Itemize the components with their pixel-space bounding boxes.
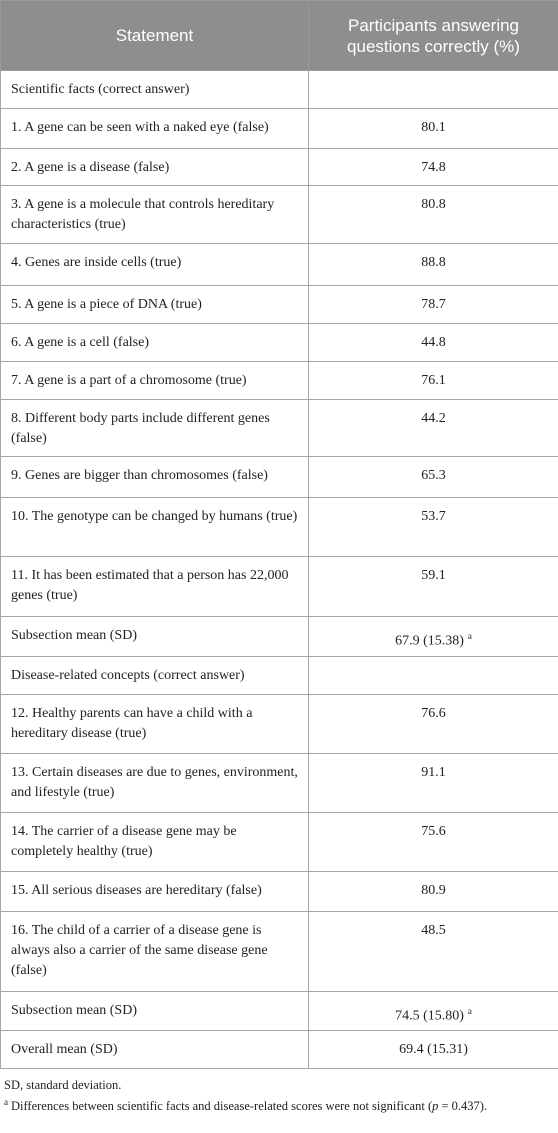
table-row: 16. The child of a carrier of a disease … <box>0 911 558 992</box>
table-row: Disease-related concepts (correct answer… <box>0 656 558 695</box>
statement-cell: 11. It has been estimated that a person … <box>0 556 309 617</box>
value-text: 78.7 <box>421 297 446 312</box>
value-text: 75.6 <box>421 824 446 839</box>
value-text: 76.1 <box>421 373 446 388</box>
table-row: 13. Certain diseases are due to genes, e… <box>0 753 558 813</box>
data-table: Statement Participants answering questio… <box>0 0 558 1069</box>
value-cell: 80.1 <box>308 108 558 149</box>
header-row: Statement Participants answering questio… <box>0 0 558 71</box>
value-text: 69.4 (15.31) <box>399 1042 468 1057</box>
statement-cell: 4. Genes are inside cells (true) <box>0 243 309 286</box>
statement-cell: Scientific facts (correct answer) <box>0 70 309 109</box>
statement-cell: Overall mean (SD) <box>0 1030 309 1069</box>
table-row: Scientific facts (correct answer) <box>0 70 558 109</box>
value-cell: 74.5 (15.80) a <box>308 991 558 1031</box>
value-cell: 91.1 <box>308 753 558 813</box>
value-text: 67.9 (15.38) <box>395 633 464 649</box>
value-cell: 80.8 <box>308 185 558 244</box>
note-marker: a <box>467 631 472 641</box>
table-row: 14. The carrier of a disease gene may be… <box>0 812 558 872</box>
value-cell: 88.8 <box>308 243 558 286</box>
value-cell: 53.7 <box>308 497 558 557</box>
statement-cell: 5. A gene is a piece of DNA (true) <box>0 285 309 324</box>
statement-cell: 9. Genes are bigger than chromosomes (fa… <box>0 456 309 498</box>
footnotes: SD, standard deviation. a Differences bet… <box>0 1069 558 1115</box>
statement-cell: 13. Certain diseases are due to genes, e… <box>0 753 309 813</box>
footnote: a Differences between scientific facts an… <box>4 1094 548 1115</box>
statement-cell: Subsection mean (SD) <box>0 991 309 1031</box>
statement-cell: 7. A gene is a part of a chromosome (tru… <box>0 361 309 400</box>
value-cell: 75.6 <box>308 812 558 872</box>
statement-cell: 15. All serious diseases are hereditary … <box>0 871 309 912</box>
statement-cell: 3. A gene is a molecule that controls he… <box>0 185 309 244</box>
footnote-marker: a <box>4 1097 8 1107</box>
table-row: 6. A gene is a cell (false) 44.8 <box>0 323 558 362</box>
value-text: 91.1 <box>421 765 446 780</box>
statement-cell: 8. Different body parts include differen… <box>0 399 309 457</box>
statement-cell: 10. The genotype can be changed by human… <box>0 497 309 557</box>
value-cell: 48.5 <box>308 911 558 992</box>
note-marker: a <box>467 1006 472 1016</box>
footnote: SD, standard deviation. <box>4 1078 122 1092</box>
table-row: 2. A gene is a disease (false) 74.8 <box>0 148 558 186</box>
table-row: Subsection mean (SD) 67.9 (15.38) a <box>0 616 558 657</box>
value-text: 74.8 <box>421 160 446 175</box>
table-row: Overall mean (SD) 69.4 (15.31) <box>0 1030 558 1069</box>
table-row: 7. A gene is a part of a chromosome (tru… <box>0 361 558 400</box>
value-text: 80.1 <box>421 120 446 135</box>
value-cell: 76.1 <box>308 361 558 400</box>
table-row: 11. It has been estimated that a person … <box>0 556 558 617</box>
header-cell: Participants answering questions correct… <box>308 0 558 71</box>
statement-cell: Subsection mean (SD) <box>0 616 309 657</box>
value-text: 74.5 (15.80) <box>395 1008 464 1024</box>
value-cell: 67.9 (15.38) a <box>308 616 558 657</box>
value-cell: 59.1 <box>308 556 558 617</box>
statement-cell: 2. A gene is a disease (false) <box>0 148 309 186</box>
table-row: 10. The genotype can be changed by human… <box>0 497 558 557</box>
table-row: 4. Genes are inside cells (true) 88.8 <box>0 243 558 286</box>
value-cell <box>308 656 558 695</box>
table-row: 9. Genes are bigger than chromosomes (fa… <box>0 456 558 498</box>
table-row: Subsection mean (SD) 74.5 (15.80) a <box>0 991 558 1031</box>
value-text: 44.2 <box>421 411 446 426</box>
value-cell: 78.7 <box>308 285 558 324</box>
table-row: 1. A gene can be seen with a naked eye (… <box>0 108 558 149</box>
value-text: 88.8 <box>421 255 446 270</box>
value-text: 76.6 <box>421 706 446 721</box>
value-cell: 65.3 <box>308 456 558 498</box>
value-cell <box>308 70 558 109</box>
value-cell: 69.4 (15.31) <box>308 1030 558 1069</box>
table-row: 8. Different body parts include differen… <box>0 399 558 457</box>
footnote-text: Differences between scientific facts and… <box>11 1099 433 1114</box>
table-row: 12. Healthy parents can have a child wit… <box>0 694 558 754</box>
statement-cell: Disease-related concepts (correct answer… <box>0 656 309 695</box>
header-cell: Statement <box>0 0 309 71</box>
value-cell: 44.2 <box>308 399 558 457</box>
value-cell: 76.6 <box>308 694 558 754</box>
value-text: 80.8 <box>421 197 446 212</box>
footnote-text: = 0.437). <box>438 1099 488 1114</box>
statement-cell: 16. The child of a carrier of a disease … <box>0 911 309 992</box>
table-body: Scientific facts (correct answer) 1. A ge… <box>0 70 558 1069</box>
value-cell: 80.9 <box>308 871 558 912</box>
value-text: 48.5 <box>421 923 446 938</box>
value-text: 53.7 <box>421 509 446 524</box>
statement-cell: 12. Healthy parents can have a child wit… <box>0 694 309 754</box>
value-text: 59.1 <box>421 568 446 583</box>
footnote-italic: p <box>432 1099 439 1114</box>
value-text: 65.3 <box>421 468 446 483</box>
statement-cell: 1. A gene can be seen with a naked eye (… <box>0 108 309 149</box>
statement-cell: 14. The carrier of a disease gene may be… <box>0 812 309 872</box>
table-row: 15. All serious diseases are hereditary … <box>0 871 558 912</box>
table-row: 5. A gene is a piece of DNA (true) 78.7 <box>0 285 558 324</box>
value-cell: 74.8 <box>308 148 558 186</box>
value-text: 80.9 <box>421 883 446 898</box>
value-cell: 44.8 <box>308 323 558 362</box>
statement-cell: 6. A gene is a cell (false) <box>0 323 309 362</box>
table-row: 3. A gene is a molecule that controls he… <box>0 185 558 244</box>
value-text: 44.8 <box>421 335 446 350</box>
